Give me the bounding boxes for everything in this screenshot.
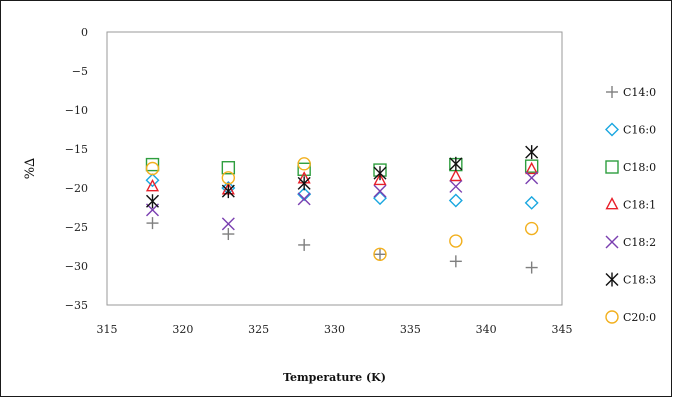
data-point-c14-0 [525,261,538,274]
data-point-c20-0 [297,157,311,171]
data-point-c16-0 [145,173,160,188]
data-point-c18-3 [449,156,463,171]
y-tick-label: −5 [72,65,88,78]
legend-marker [605,122,619,137]
y-axis-title: %∆ [23,158,38,179]
x-tick-label: 320 [172,323,193,336]
data-point-c14-0 [298,238,311,251]
data-point-c18-1 [373,172,387,186]
legend-marker [605,160,619,174]
x-tick-label: 325 [248,323,269,336]
data-point-c20-0 [524,221,539,236]
data-point-c18-2 [221,217,235,231]
x-tick-label: 330 [324,323,345,336]
legend-label-c16-0: C16:0 [623,124,656,137]
y-tick-label: −30 [65,260,88,273]
data-point-c20-0 [373,247,387,262]
y-tick-label: 0 [81,26,88,39]
data-point-c14-0 [146,217,159,230]
data-point-c16-0 [373,191,387,206]
y-tick-label: −35 [65,299,88,312]
x-tick-label: 315 [97,323,118,336]
legend-marker [605,197,619,210]
data-point-c18-2 [373,184,387,198]
data-point-c20-0 [221,171,236,185]
data-point-c18-1 [145,178,160,192]
y-tick-label: −25 [65,221,88,234]
y-tick-label: −20 [65,182,88,195]
legend-marker [605,272,619,287]
data-point-c18-2 [449,179,463,193]
data-point-c16-0 [448,193,463,208]
legend-marker [605,235,619,249]
data-point-c18-2 [525,171,539,185]
legend-marker [605,310,619,324]
y-tick-label: −15 [65,143,88,156]
x-tick-label: 335 [400,323,421,336]
x-axis-title: Temperature (K) [283,371,386,384]
data-point-c14-0 [222,228,235,241]
data-point-c18-0 [145,157,160,172]
x-tick-label: 340 [476,323,497,336]
legend-marker [606,86,618,98]
data-point-c18-3 [221,184,235,199]
data-point-c18-1 [525,161,539,175]
data-point-c18-1 [449,168,463,182]
plot-area [106,31,563,306]
data-point-c18-0 [221,161,236,175]
x-tick-label: 345 [552,323,573,336]
data-point-c14-0 [374,248,386,261]
legend-label-c18-0: C18:0 [623,161,656,174]
data-point-c18-0 [297,162,311,176]
y-tick-label: −10 [65,104,88,117]
data-point-c18-3 [297,176,311,191]
data-point-c20-0 [145,161,160,176]
data-point-c18-3 [525,145,539,160]
data-point-c14-0 [449,255,462,268]
legend-label-c20-0: C20:0 [623,311,656,324]
data-point-c16-0 [297,187,312,202]
data-point-c18-3 [146,194,159,209]
data-point-c18-0 [524,159,539,173]
data-point-c20-0 [449,234,463,248]
legend-label-c18-2: C18:2 [623,236,656,249]
legend-label-c14-0: C14:0 [623,86,656,99]
legend-label-c18-1: C18:1 [623,199,656,212]
data-point-c18-2 [297,192,311,206]
data-point-c16-0 [524,195,539,210]
data-point-c18-3 [373,166,387,181]
legend-label-c18-3: C18:3 [623,274,656,287]
